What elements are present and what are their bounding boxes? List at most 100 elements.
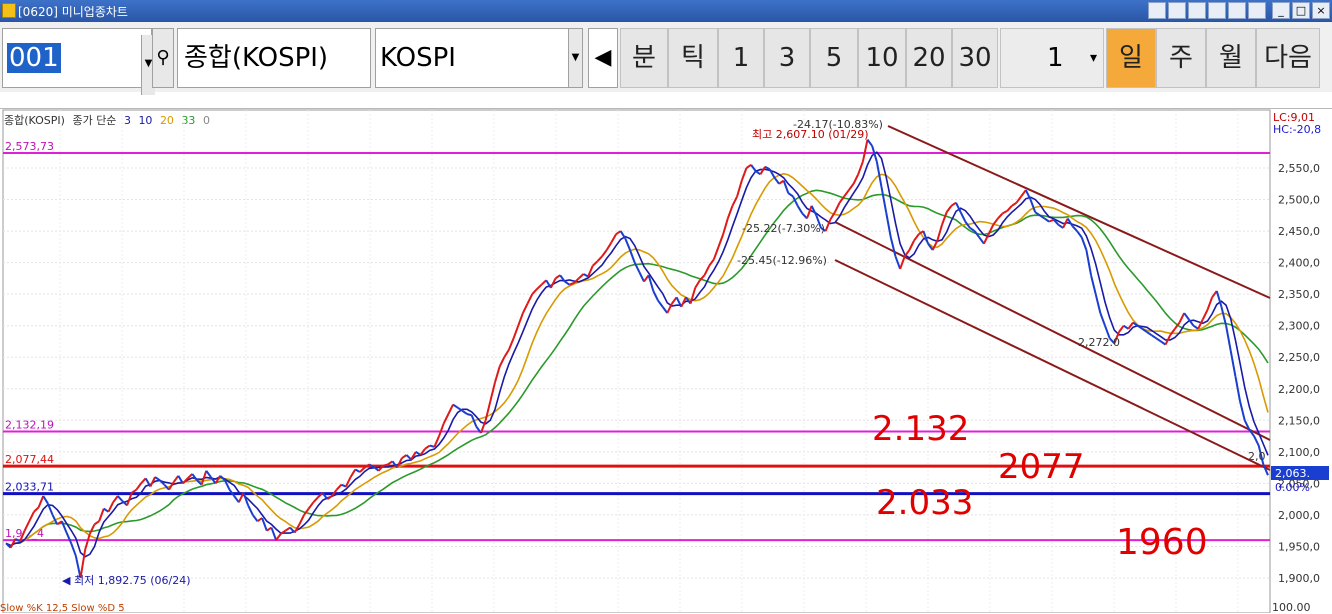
hc-label: HC:-20,8 bbox=[1273, 123, 1321, 136]
period-minute-button[interactable]: 분 bbox=[620, 28, 668, 88]
price-segment bbox=[335, 483, 343, 491]
period-1-button[interactable]: 1 bbox=[718, 28, 764, 88]
period-30-button[interactable]: 30 bbox=[952, 28, 998, 88]
plot-border bbox=[2, 109, 1271, 613]
help-icon[interactable] bbox=[1248, 2, 1266, 19]
price-segment bbox=[517, 312, 524, 327]
price-segment bbox=[810, 205, 818, 216]
price-segment bbox=[913, 233, 920, 242]
period-20-button[interactable]: 20 bbox=[906, 28, 952, 88]
price-segment bbox=[1071, 225, 1078, 232]
title-bar: [0620] 미니업종차트 _ □ × bbox=[0, 0, 1332, 22]
print-icon[interactable] bbox=[1168, 2, 1186, 19]
price-segment bbox=[629, 249, 636, 263]
grid-icon[interactable] bbox=[1228, 2, 1246, 19]
price-segment bbox=[768, 168, 776, 178]
layout-icon[interactable] bbox=[1148, 2, 1166, 19]
price-segment bbox=[1188, 318, 1195, 327]
price-segment bbox=[764, 165, 771, 171]
price-segment bbox=[401, 454, 408, 459]
bottom-right-tick: 100.00 bbox=[1272, 601, 1311, 613]
price-segment bbox=[1257, 445, 1265, 465]
count-dropdown-icon[interactable]: ▾ bbox=[1089, 50, 1097, 66]
price-segment bbox=[936, 224, 943, 241]
minimize-button[interactable]: _ bbox=[1272, 2, 1290, 19]
title-toolbar bbox=[1148, 2, 1266, 19]
code-dropdown-button[interactable]: ▼ bbox=[141, 35, 155, 95]
price-segment bbox=[368, 463, 375, 468]
handwritten-2077: 2077 bbox=[998, 447, 1085, 487]
price-segment bbox=[1206, 296, 1214, 311]
price-segment bbox=[1164, 334, 1172, 346]
price-segment bbox=[391, 460, 398, 469]
gridlines bbox=[3, 110, 1270, 613]
price-segment bbox=[79, 549, 87, 579]
price-segment bbox=[98, 508, 105, 522]
price-segment bbox=[1239, 401, 1246, 421]
price-segment bbox=[880, 186, 888, 213]
price-segment bbox=[475, 426, 482, 434]
price-segment bbox=[470, 414, 478, 427]
price-segment bbox=[126, 492, 133, 506]
price-segment bbox=[624, 238, 631, 251]
price-segment bbox=[331, 489, 338, 497]
max-annotation: 최고 2,607.10 (01/29) bbox=[752, 128, 869, 141]
price-segment bbox=[852, 173, 860, 185]
right-small-label: 2,0 bbox=[1248, 450, 1266, 463]
index-select[interactable]: KOSPI ▼ bbox=[375, 28, 583, 88]
price-segment bbox=[1229, 350, 1237, 377]
price-segment bbox=[438, 423, 445, 437]
price-segment bbox=[42, 495, 49, 505]
font-icon[interactable] bbox=[1208, 2, 1226, 19]
price-segment bbox=[838, 195, 846, 204]
price-segment bbox=[638, 271, 645, 282]
min-annotation: 최저 1,892.75 (06/24) bbox=[74, 574, 191, 587]
price-segment bbox=[242, 492, 250, 506]
price-segment bbox=[619, 230, 627, 240]
price-segment bbox=[1243, 419, 1251, 431]
indicator-label: Slow %K 12,5 Slow %D 5 bbox=[0, 603, 125, 614]
period-5-button[interactable]: 5 bbox=[810, 28, 858, 88]
y-tick-label: 2,550,0 bbox=[1278, 162, 1320, 175]
price-segment bbox=[1113, 331, 1120, 344]
scale-day-button[interactable]: 일 bbox=[1106, 28, 1156, 88]
window-controls: _ □ × bbox=[1272, 2, 1330, 19]
count-stepper[interactable]: 1 ▾ bbox=[1000, 28, 1104, 88]
scale-month-button[interactable]: 월 bbox=[1206, 28, 1256, 88]
price-segment bbox=[578, 273, 585, 280]
maximize-button[interactable]: □ bbox=[1292, 2, 1310, 19]
price-segment bbox=[210, 476, 217, 484]
prev-arrow-button[interactable]: ◀ bbox=[588, 28, 618, 88]
price-segment bbox=[154, 476, 161, 482]
next-button[interactable]: 다음 bbox=[1256, 28, 1320, 88]
reference-line-label: 2,033,71 bbox=[5, 481, 54, 494]
close-button[interactable]: × bbox=[1312, 2, 1330, 19]
price-segment bbox=[1253, 435, 1260, 446]
y-tick-label: 2,450,0 bbox=[1278, 225, 1320, 238]
reference-line-label: 2,132,19 bbox=[5, 419, 54, 432]
scale-week-button[interactable]: 주 bbox=[1156, 28, 1206, 88]
price-segment bbox=[177, 475, 184, 484]
price-segment bbox=[843, 189, 850, 197]
price-segment bbox=[1034, 211, 1041, 217]
price-segment bbox=[312, 496, 319, 503]
price-segment bbox=[1006, 205, 1013, 212]
ma-4-line bbox=[5, 151, 1269, 558]
period-3-button[interactable]: 3 bbox=[764, 28, 810, 88]
reference-lines: 2,573,73 2,132,19 2,077,44 2,033,71 1,9_,_4 bbox=[3, 140, 1270, 542]
price-segment bbox=[889, 237, 897, 257]
price-segment bbox=[298, 514, 305, 525]
price-segment bbox=[633, 262, 641, 273]
chevron-down-icon[interactable]: ▼ bbox=[568, 29, 582, 87]
period-tick-button[interactable]: 틱 bbox=[668, 28, 718, 88]
search-icon[interactable]: ⚲ bbox=[152, 28, 174, 88]
period-10-button[interactable]: 10 bbox=[858, 28, 906, 88]
current-price: 2,063. bbox=[1275, 467, 1310, 480]
handwritten-2132: 2.132 bbox=[872, 409, 969, 449]
pin-icon[interactable] bbox=[1188, 2, 1206, 19]
code-input[interactable]: 001 ▼ bbox=[2, 28, 155, 95]
price-segment bbox=[9, 538, 17, 549]
price-segment bbox=[186, 473, 193, 480]
price-segment bbox=[498, 356, 506, 368]
